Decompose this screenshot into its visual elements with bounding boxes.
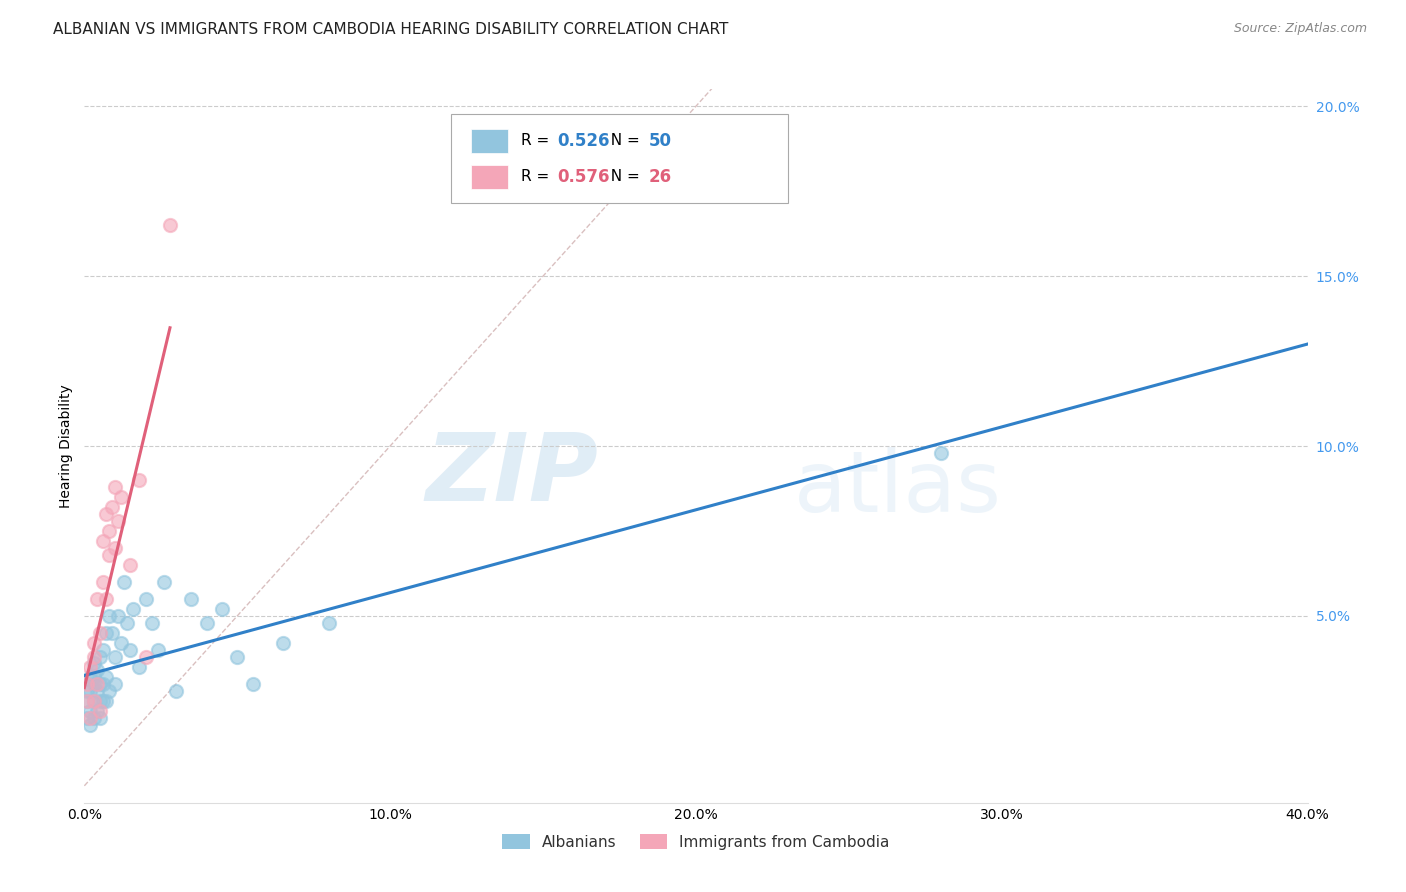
Point xyxy=(242,677,264,691)
Point xyxy=(271,636,294,650)
Text: 0.526: 0.526 xyxy=(558,132,610,150)
FancyBboxPatch shape xyxy=(471,128,508,153)
Point xyxy=(94,507,117,521)
Y-axis label: Hearing Disability: Hearing Disability xyxy=(59,384,73,508)
Point xyxy=(929,446,952,460)
Point xyxy=(122,602,145,616)
FancyBboxPatch shape xyxy=(471,165,508,189)
Point xyxy=(97,683,120,698)
Point xyxy=(91,677,114,691)
Point xyxy=(110,490,132,504)
Point xyxy=(83,649,105,664)
Point xyxy=(101,626,124,640)
Point xyxy=(79,711,101,725)
Point xyxy=(195,615,218,630)
Point xyxy=(89,626,111,640)
Point xyxy=(146,643,169,657)
Point xyxy=(83,711,105,725)
Point xyxy=(86,591,108,606)
Point xyxy=(211,602,233,616)
Point xyxy=(94,626,117,640)
Text: N =: N = xyxy=(600,169,644,185)
Point xyxy=(79,670,101,684)
Point xyxy=(135,591,157,606)
Point xyxy=(107,514,129,528)
Point xyxy=(83,670,105,684)
Point xyxy=(226,649,249,664)
Point xyxy=(135,649,157,664)
Point xyxy=(79,717,101,731)
Point xyxy=(110,636,132,650)
Point xyxy=(91,534,114,549)
Point xyxy=(79,704,101,718)
Point xyxy=(318,615,340,630)
Text: ALBANIAN VS IMMIGRANTS FROM CAMBODIA HEARING DISABILITY CORRELATION CHART: ALBANIAN VS IMMIGRANTS FROM CAMBODIA HEA… xyxy=(53,22,728,37)
Point xyxy=(76,677,98,691)
Point xyxy=(89,711,111,725)
Point xyxy=(89,649,111,664)
Point xyxy=(76,694,98,708)
Text: R =: R = xyxy=(522,169,554,185)
Point xyxy=(94,694,117,708)
Point xyxy=(101,500,124,515)
Point xyxy=(83,694,105,708)
Text: 26: 26 xyxy=(648,168,672,186)
Text: ZIP: ZIP xyxy=(425,428,598,521)
Point xyxy=(97,548,120,562)
Point xyxy=(83,657,105,671)
Point xyxy=(97,524,120,538)
Point xyxy=(83,694,105,708)
Text: 50: 50 xyxy=(648,132,671,150)
Point xyxy=(115,615,138,630)
Point xyxy=(104,677,127,691)
FancyBboxPatch shape xyxy=(451,114,787,203)
Point xyxy=(120,643,142,657)
Point xyxy=(107,608,129,623)
Point xyxy=(91,694,114,708)
Point xyxy=(104,649,127,664)
Point xyxy=(83,636,105,650)
Point xyxy=(141,615,163,630)
Point xyxy=(159,218,181,232)
Point xyxy=(112,574,135,589)
Point xyxy=(76,694,98,708)
Point xyxy=(86,683,108,698)
Point xyxy=(180,591,202,606)
Point xyxy=(128,660,150,674)
Point xyxy=(89,694,111,708)
Text: 0.576: 0.576 xyxy=(558,168,610,186)
Point xyxy=(86,677,108,691)
Point xyxy=(76,711,98,725)
Point xyxy=(104,541,127,555)
Point xyxy=(86,704,108,718)
Text: N =: N = xyxy=(600,133,644,148)
Legend: Albanians, Immigrants from Cambodia: Albanians, Immigrants from Cambodia xyxy=(496,828,896,855)
Point xyxy=(120,558,142,572)
Point xyxy=(165,683,187,698)
Point xyxy=(94,670,117,684)
Text: R =: R = xyxy=(522,133,554,148)
Point xyxy=(86,663,108,677)
Point xyxy=(89,704,111,718)
Point xyxy=(89,677,111,691)
Text: atlas: atlas xyxy=(794,447,1002,531)
Text: Source: ZipAtlas.com: Source: ZipAtlas.com xyxy=(1233,22,1367,36)
Point xyxy=(79,683,101,698)
Point xyxy=(104,480,127,494)
Point xyxy=(76,683,98,698)
Point xyxy=(79,660,101,674)
Point xyxy=(97,608,120,623)
Point xyxy=(91,574,114,589)
Point xyxy=(83,677,105,691)
Point xyxy=(94,591,117,606)
Point xyxy=(153,574,176,589)
Point xyxy=(91,643,114,657)
Point xyxy=(128,473,150,487)
